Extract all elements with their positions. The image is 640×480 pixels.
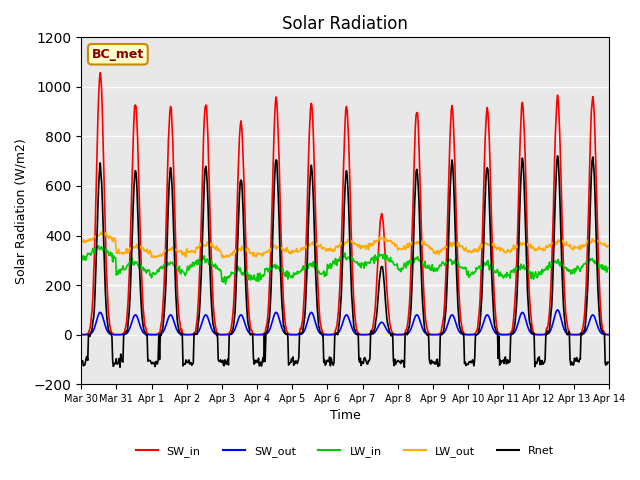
LW_out — [87, 238, 95, 243]
SW_out — [408, 322, 416, 327]
Title: Solar Radiation: Solar Radiation — [282, 15, 408, 33]
LW_in — [94, 243, 102, 249]
Legend: SW_in, SW_out, LW_in, LW_out, Rnet: SW_in, SW_out, LW_in, LW_out, Rnet — [131, 442, 559, 462]
LW_out — [604, 243, 612, 249]
SW_out — [223, 332, 230, 337]
SW_in — [142, 324, 150, 330]
Line: SW_in: SW_in — [81, 72, 608, 335]
SW_in — [195, 280, 203, 286]
LW_out — [426, 245, 433, 251]
LW_out — [142, 248, 150, 254]
SW_out — [554, 307, 561, 313]
LW_in — [426, 263, 433, 268]
LW_in — [604, 265, 612, 271]
SW_out — [141, 331, 148, 337]
SW_in — [87, 321, 95, 326]
LW_out — [410, 240, 418, 246]
Rnet — [223, 361, 230, 367]
SW_in — [604, 332, 612, 337]
Line: SW_out: SW_out — [81, 310, 608, 335]
Rnet — [604, 359, 612, 365]
SW_in — [425, 330, 433, 336]
Rnet — [77, 358, 85, 364]
Rnet — [410, 250, 417, 256]
Rnet — [425, 331, 433, 337]
Line: Rnet: Rnet — [81, 156, 608, 367]
SW_out — [77, 332, 85, 337]
LW_out — [224, 254, 232, 260]
LW_in — [142, 267, 150, 273]
LW_out — [97, 229, 105, 235]
Text: BC_met: BC_met — [92, 48, 144, 61]
Rnet — [87, 329, 95, 335]
Y-axis label: Solar Radiation (W/m2): Solar Radiation (W/m2) — [15, 138, 28, 284]
LW_in — [87, 252, 95, 258]
LW_out — [196, 240, 204, 246]
Rnet — [141, 329, 148, 335]
Line: LW_in: LW_in — [81, 246, 608, 284]
LW_in — [221, 281, 229, 287]
Rnet — [195, 319, 202, 325]
Line: LW_out: LW_out — [81, 232, 608, 258]
SW_in — [410, 196, 417, 202]
Rnet — [554, 153, 561, 159]
SW_out — [87, 331, 95, 336]
LW_out — [150, 255, 157, 261]
Rnet — [401, 364, 408, 370]
SW_in — [223, 332, 231, 337]
LW_out — [77, 241, 85, 247]
SW_out — [195, 329, 202, 335]
SW_out — [424, 332, 431, 337]
LW_in — [410, 260, 418, 265]
LW_in — [195, 262, 203, 267]
LW_in — [224, 275, 232, 281]
X-axis label: Time: Time — [330, 409, 360, 422]
SW_out — [604, 332, 612, 337]
SW_in — [97, 70, 104, 75]
SW_in — [77, 332, 85, 337]
LW_in — [77, 252, 85, 257]
